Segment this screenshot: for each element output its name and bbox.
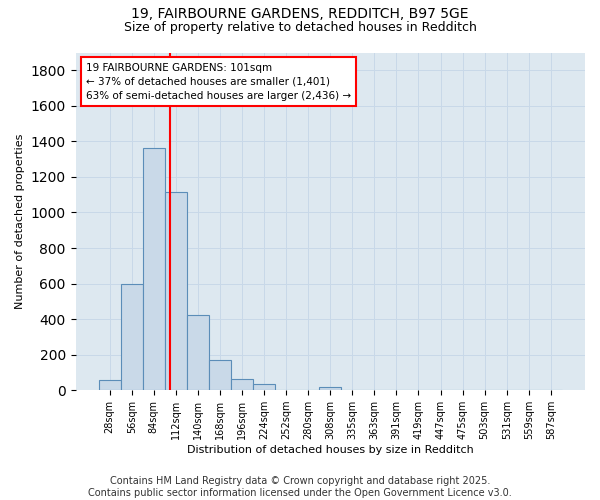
Y-axis label: Number of detached properties: Number of detached properties [15, 134, 25, 309]
Text: Size of property relative to detached houses in Redditch: Size of property relative to detached ho… [124, 21, 476, 34]
Bar [165, 192, 187, 390]
Text: Contains HM Land Registry data © Crown copyright and database right 2025.
Contai: Contains HM Land Registry data © Crown c… [88, 476, 512, 498]
Bar [187, 314, 209, 390]
Bar [98, 380, 121, 390]
Text: 19, FAIRBOURNE GARDENS, REDDITCH, B97 5GE: 19, FAIRBOURNE GARDENS, REDDITCH, B97 5G… [131, 8, 469, 22]
X-axis label: Distribution of detached houses by size in Redditch: Distribution of detached houses by size … [187, 445, 473, 455]
Bar [209, 360, 231, 390]
Bar [253, 384, 275, 390]
Text: 19 FAIRBOURNE GARDENS: 101sqm
← 37% of detached houses are smaller (1,401)
63% o: 19 FAIRBOURNE GARDENS: 101sqm ← 37% of d… [86, 62, 351, 100]
Bar [231, 378, 253, 390]
Bar [143, 148, 165, 390]
Bar [121, 284, 143, 390]
Bar [319, 386, 341, 390]
